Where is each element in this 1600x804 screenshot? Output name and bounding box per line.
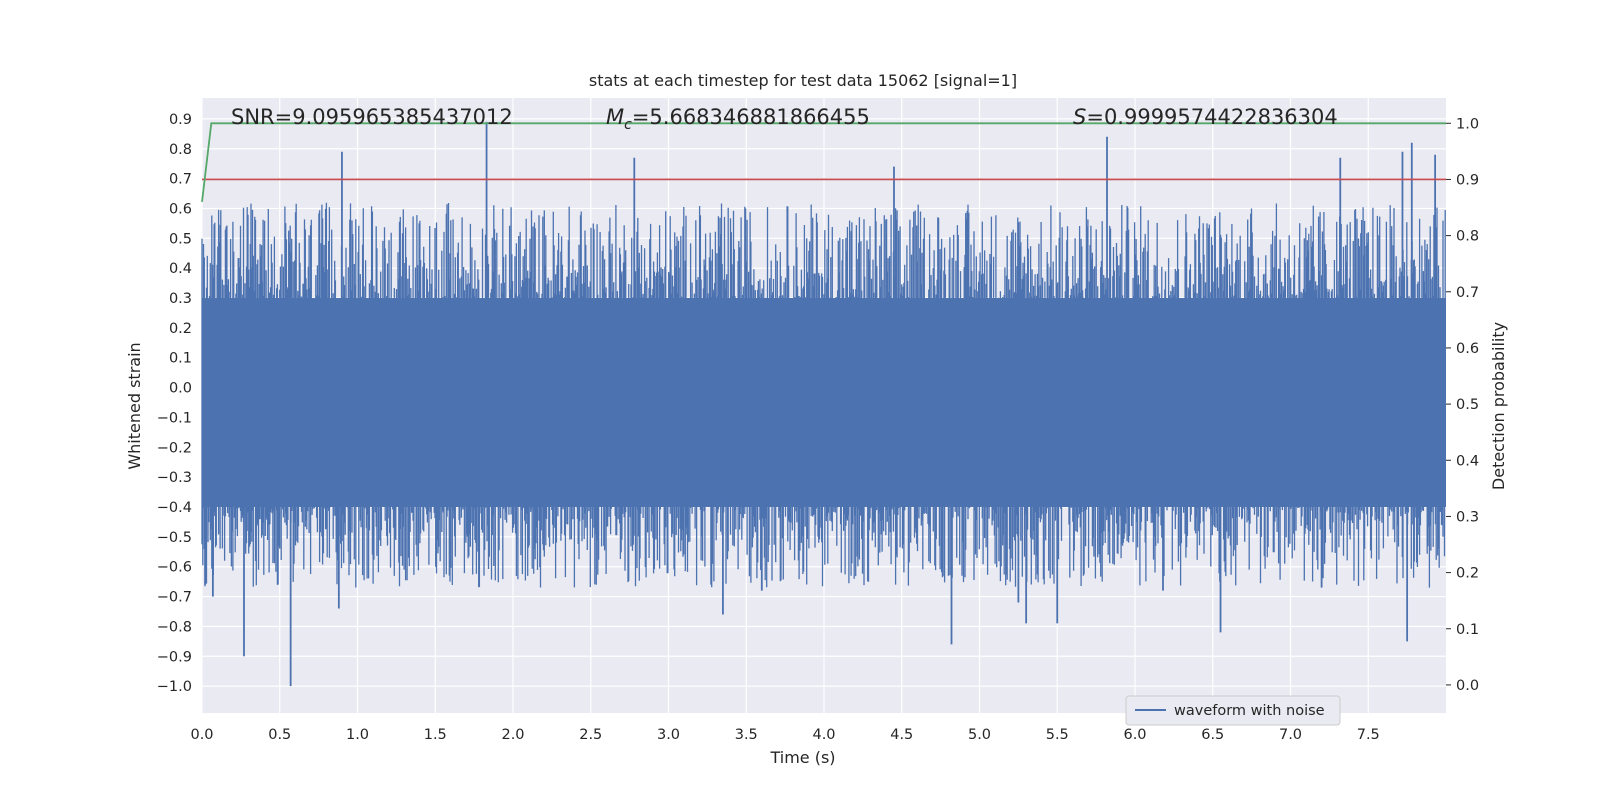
x-axis-label: Time (s) [769,748,835,767]
y-right-tick-label: 0.6 [1456,341,1479,357]
y-right-tick-label: 0.0 [1456,678,1479,694]
y-left-tick-label: 0.1 [169,351,192,367]
y-left-tick-label: −0.1 [157,410,192,426]
y-right-tick-label: 0.4 [1456,453,1479,469]
detection-probability-line [201,122,1446,203]
x-tick-label: 6.0 [1123,727,1146,743]
waveform-noise [201,202,1446,588]
waveform-series [201,121,1446,687]
x-tick-label: 2.5 [579,727,602,743]
y-right-tick-label: 0.9 [1456,172,1479,188]
y-right-tick-label: 0.7 [1456,285,1479,301]
x-tick-label: 5.0 [968,727,991,743]
x-tick-label: 7.0 [1279,727,1302,743]
y-left-tick-label: −0.9 [157,649,192,665]
y-left-tick-label: 0.8 [169,142,192,158]
legend: waveform with noise [1125,695,1341,726]
y-right-tick-label: 0.2 [1456,566,1479,582]
chirp-mass-annotation: Mc=5.668346881866455 [606,105,870,133]
x-tick-label: 3.0 [657,727,680,743]
y-left-tick-label: 0.3 [169,291,192,307]
y-left-tick-label: 0.4 [169,261,192,277]
y-left-tick-label: −0.6 [157,560,192,576]
y-left-tick-label: 0.5 [169,231,192,247]
y-left-tick-label: −0.8 [157,619,192,635]
x-tick-label: 2.0 [501,727,524,743]
y-right-tick-label: 0.8 [1456,229,1479,245]
y-right-tick-label: 0.1 [1456,622,1479,638]
x-tick-label: 1.0 [346,727,369,743]
x-tick-label: 5.5 [1046,727,1069,743]
y-left-tick-label: 0.9 [169,112,192,128]
y-left-tick-label: −0.3 [157,470,192,486]
y-right-tick-label: 0.3 [1456,509,1479,525]
y-left-tick-label: −0.4 [157,500,192,516]
snr-annotation: SNR=9.095965385437012 [231,105,513,129]
y-right-tick-label: 0.5 [1456,397,1479,413]
chart-title: stats at each timestep for test data 150… [589,71,1017,90]
x-tick-label: 0.5 [268,727,291,743]
y-left-tick-label: −1.0 [157,679,192,695]
x-tick-label: 4.0 [812,727,835,743]
y-left-tick-label: 0.2 [169,321,192,337]
x-tick-label: 0.0 [190,727,213,743]
y-axis-left-label: Whitened strain [125,342,144,469]
y-left-tick-label: −0.7 [157,590,192,606]
statistic-annotation: S=0.9999574422836304 [1073,105,1338,129]
y-axis-right: 1.0 0.9 0.8 0.7 0.6 0.5 0.4 0.3 0.2 0.1 0.0 [1446,116,1479,694]
y-left-tick-label: 0.0 [169,381,192,397]
legend-box [1125,695,1341,726]
y-left-tick-label: −0.5 [157,530,192,546]
y-left-tick-label: −0.2 [157,440,192,456]
y-left-tick-label: 0.6 [169,201,192,217]
x-tick-label: 4.5 [890,727,913,743]
y-left-tick-label: 0.7 [169,172,192,188]
probability-series [201,122,1446,203]
y-right-tick-label: 1.0 [1456,116,1479,132]
x-tick-label: 3.5 [735,727,758,743]
y-axis-right-label: Detection probability [1489,322,1508,490]
y-axis-left: 0.9 0.8 0.7 0.6 0.5 0.4 0.3 0.2 0.1 0.0 −0.1 −0.2 −0… [157,112,192,695]
x-tick-label: 1.5 [424,727,447,743]
x-tick-label: 6.5 [1201,727,1224,743]
x-axis: 0.0 0.5 1.0 1.5 2.0 2.5 3.0 3.5 4.0 4.5 5.0 5.5 6.0 6… [190,727,1379,743]
x-tick-label: 7.5 [1357,727,1380,743]
legend-label: waveform with noise [1174,703,1325,719]
